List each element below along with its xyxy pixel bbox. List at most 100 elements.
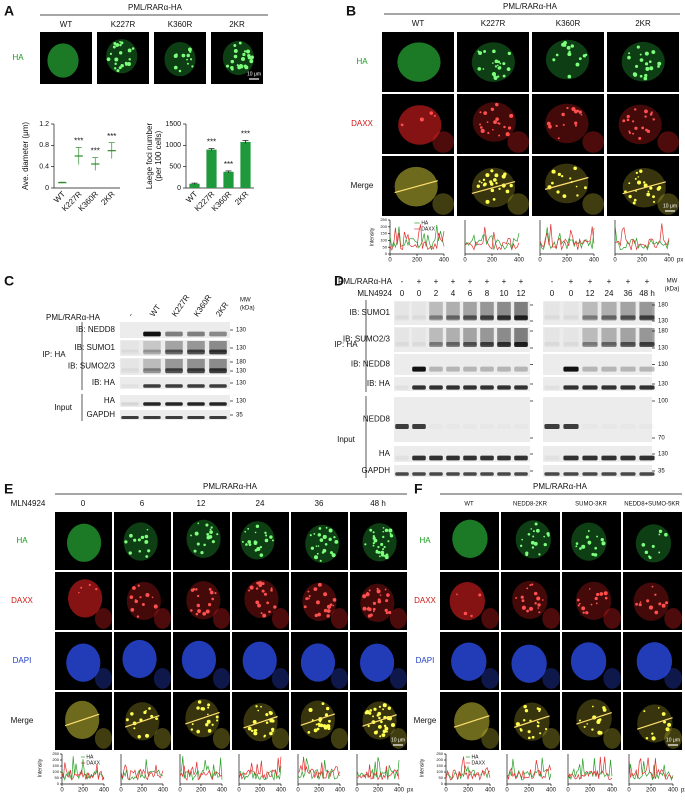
focus [333,536,336,539]
focus [603,591,608,596]
band [480,315,494,321]
focus [485,199,490,204]
smear [143,359,161,371]
focus [482,178,486,182]
focus [128,551,132,555]
focus [576,598,580,602]
focus [649,66,654,71]
lane-time: 4 [451,289,456,298]
micrograph [457,32,529,92]
focus [382,527,385,529]
focus [664,533,668,537]
band [480,455,494,461]
focus [536,596,541,601]
focus [651,736,656,741]
profile-line [64,713,100,727]
band [639,455,655,461]
mw-label: 130 [658,382,669,388]
focus [207,729,212,733]
focus [533,541,538,546]
focus [570,44,575,48]
mw-label: 35 [658,469,665,475]
micrograph [154,32,206,84]
band [143,368,161,374]
focus [534,522,538,526]
focus [578,110,582,114]
band [544,315,560,321]
focus [649,186,653,190]
focus [497,75,500,78]
focus [246,49,251,54]
profile-curve [464,233,520,251]
neighbor-cell [271,607,290,629]
focus [193,549,197,553]
profile-line [622,181,667,195]
focus [303,605,307,609]
profile-curve [61,762,105,781]
focus [372,607,376,611]
mw-header: MW [667,279,678,285]
smear [620,302,636,319]
nucleus [511,644,547,683]
focus [634,177,637,180]
micrograph [114,572,171,630]
focus [144,534,149,539]
micrograph [532,94,604,154]
focus [233,44,237,47]
focus [515,722,520,727]
lane-label: WT [148,303,163,318]
focus [197,700,202,704]
focus [328,537,332,541]
y-tick-label: 0.4 [39,164,49,171]
focus [495,117,499,121]
focus [241,540,244,543]
focus [315,723,318,726]
focus [260,612,263,615]
scale-label: 10 μm [663,203,677,209]
micrograph [173,572,230,630]
focus [622,119,626,123]
focus [494,59,499,64]
focus [377,545,380,549]
focus [639,169,643,173]
focus [200,707,204,711]
focus [271,539,274,542]
focus [385,611,389,615]
focus [119,41,121,43]
significance: *** [91,147,100,156]
profile-curve [614,223,670,251]
focus [494,173,499,178]
focus [245,543,248,546]
focus [651,732,654,735]
focus [492,198,496,201]
profile-line [362,714,397,727]
focus [196,603,201,608]
legend-label: HA [472,754,480,760]
x-tick-label: 200 [255,788,266,794]
focus [241,66,244,69]
focus [150,714,154,718]
significance: *** [207,138,216,147]
mw-header: (kDa) [240,306,255,312]
focus [639,74,643,78]
focus [210,526,213,529]
focus [385,599,389,603]
focus [376,589,381,594]
column-label: K360R [556,19,581,28]
nucleus [66,643,101,682]
focus [535,528,540,533]
focus [153,604,158,609]
neighbor-cell [153,727,171,749]
focus [492,49,496,54]
focus [80,586,83,589]
bar [206,149,217,188]
band [463,342,477,347]
band [209,331,227,337]
focus [433,114,436,117]
focus [380,542,384,546]
micrograph [623,512,682,570]
focus [507,126,512,130]
smear [165,341,183,353]
focus [486,121,489,124]
focus [389,532,392,535]
